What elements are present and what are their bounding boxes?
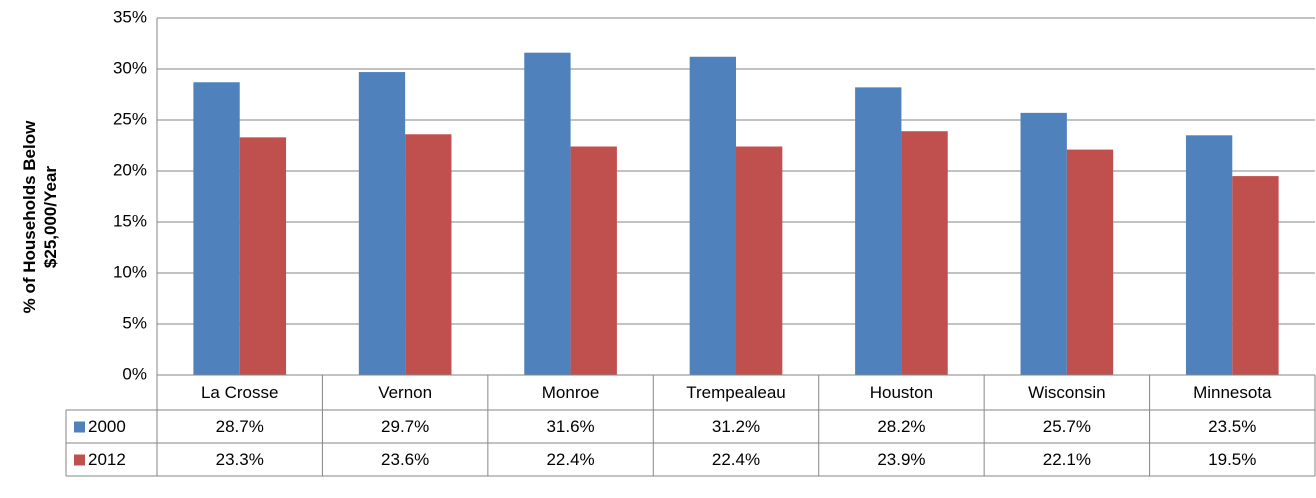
bar: [901, 131, 948, 375]
x-tick-label: Houston: [870, 383, 933, 402]
bar: [736, 146, 783, 375]
x-tick-label: Vernon: [378, 383, 432, 402]
table-value: 23.3%: [216, 450, 264, 469]
bar: [1232, 176, 1279, 375]
bar: [1020, 112, 1067, 376]
table-value: 22.1%: [1043, 450, 1091, 469]
table-value: 23.9%: [877, 450, 925, 469]
table-value: 28.7%: [216, 417, 264, 436]
bar: [193, 82, 240, 375]
y-tick-label: 10%: [113, 262, 147, 281]
legend-label: 2000: [88, 417, 126, 436]
table-value: 25.7%: [1043, 417, 1091, 436]
y-tick-label: 0%: [122, 364, 147, 383]
legend-key: [74, 454, 85, 466]
y-tick-label: 25%: [113, 109, 147, 128]
y-tick-label: 30%: [113, 58, 147, 77]
legend-key: [74, 421, 85, 433]
y-tick-label: 15%: [113, 211, 147, 230]
y-tick-label: 20%: [113, 160, 147, 179]
bar: [405, 134, 452, 375]
bar: [855, 87, 902, 376]
x-tick-label: Trempealeau: [686, 383, 786, 402]
table-value: 31.2%: [712, 417, 760, 436]
x-tick-label: Minnesota: [1193, 383, 1272, 402]
table-value: 31.6%: [546, 417, 594, 436]
legend-label: 2012: [88, 450, 126, 469]
bar: [689, 56, 736, 375]
table-value: 28.2%: [877, 417, 925, 436]
bar: [524, 52, 571, 376]
bar: [570, 146, 617, 375]
x-tick-label: Monroe: [542, 383, 600, 402]
table-value: 29.7%: [381, 417, 429, 436]
table-value: 23.6%: [381, 450, 429, 469]
x-tick-label: Wisconsin: [1028, 383, 1105, 402]
bar: [1066, 149, 1114, 375]
bar: [239, 137, 287, 375]
table-value: 19.5%: [1208, 450, 1256, 469]
table-value: 23.5%: [1208, 417, 1256, 436]
x-tick-label: La Crosse: [201, 383, 278, 402]
bar: [358, 72, 406, 375]
table-value: 22.4%: [546, 450, 594, 469]
y-tick-label: 35%: [113, 7, 147, 26]
y-tick-label: 5%: [122, 313, 147, 332]
table-value: 22.4%: [712, 450, 760, 469]
bar: [1185, 135, 1233, 375]
